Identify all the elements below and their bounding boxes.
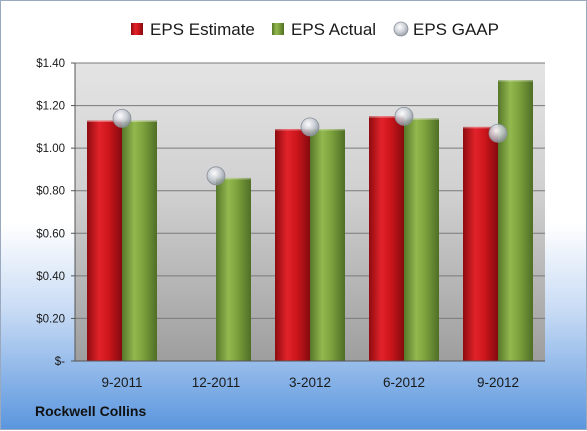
legend-swatch bbox=[393, 21, 409, 37]
y-tick-label: $1.20 bbox=[36, 101, 65, 113]
bar-eps-estimate bbox=[369, 116, 404, 361]
x-tick-label: 12-2011 bbox=[192, 375, 241, 390]
y-tick-label: $1.00 bbox=[36, 143, 65, 155]
bar-eps-actual bbox=[498, 80, 533, 362]
x-tick-label: 9-2011 bbox=[101, 375, 142, 390]
bar-highlight bbox=[498, 80, 533, 82]
y-tick-label: $0.40 bbox=[36, 271, 65, 283]
bar-eps-estimate bbox=[87, 120, 122, 361]
bar-eps-actual bbox=[122, 120, 157, 361]
legend-label: EPS Actual bbox=[291, 20, 376, 39]
legend-swatch bbox=[272, 23, 284, 35]
legend-swatch bbox=[131, 23, 143, 35]
bar-eps-estimate bbox=[463, 126, 498, 361]
legend-label: EPS Estimate bbox=[150, 20, 255, 39]
bar-eps-actual bbox=[310, 128, 345, 361]
bar-highlight bbox=[122, 120, 157, 122]
bar-highlight bbox=[216, 177, 251, 180]
bar-eps-actual bbox=[404, 118, 439, 361]
company-name: Rockwell Collins bbox=[35, 403, 147, 419]
x-tick-label: 9-2012 bbox=[477, 375, 519, 390]
bar-highlight bbox=[369, 116, 404, 118]
bar-highlight bbox=[463, 126, 498, 129]
y-tick-label: $0.20 bbox=[36, 313, 65, 325]
y-tick-label: $0.80 bbox=[36, 186, 65, 198]
x-axis: 9-2011 12-2011 3-2012 6-2012 9-2012 bbox=[75, 360, 545, 390]
y-tick-label: $0.60 bbox=[36, 228, 65, 240]
bar-eps-actual bbox=[216, 177, 251, 361]
bar-highlight bbox=[404, 118, 439, 120]
y-tick-label: $- bbox=[55, 356, 65, 368]
y-tick-label: $1.40 bbox=[36, 58, 65, 70]
y-axis: $- $0.20 $0.40 $0.60 $0.80 $1.00 $1.20 $1.40 bbox=[36, 58, 76, 368]
bar-highlight bbox=[310, 128, 345, 131]
marker-eps-gaap bbox=[112, 108, 132, 128]
legend: EPS Estimate EPS Actual EPS GAAP bbox=[131, 20, 499, 39]
marker-eps-gaap bbox=[394, 106, 414, 126]
bar-highlight bbox=[87, 120, 122, 122]
legend-label: EPS GAAP bbox=[413, 20, 499, 39]
x-tick-label: 3-2012 bbox=[289, 375, 331, 390]
marker-eps-gaap bbox=[300, 117, 320, 137]
marker-eps-gaap bbox=[206, 166, 226, 186]
bar-eps-estimate bbox=[275, 128, 310, 361]
gaap-markers bbox=[112, 106, 508, 186]
bar-highlight bbox=[275, 128, 310, 131]
marker-eps-gaap bbox=[488, 123, 508, 143]
x-tick-label: 6-2012 bbox=[383, 375, 425, 390]
